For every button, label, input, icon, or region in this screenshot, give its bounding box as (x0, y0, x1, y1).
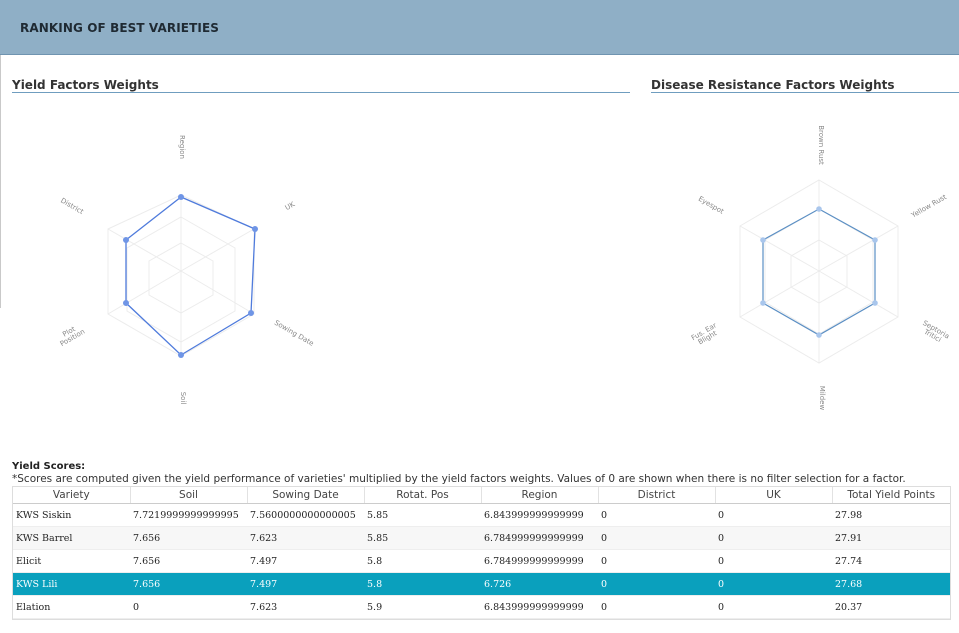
cell-total: 27.74 (832, 549, 950, 573)
table-row-selected[interactable]: KWS Lili 7.656 7.497 5.8 6.726 0 0 27.68 (13, 572, 950, 596)
yield-weights-underline (12, 92, 630, 93)
disease-axis-fus-ear-blight: Fus. EarBlight (690, 321, 722, 348)
table-row[interactable]: KWS Siskin 7.7219999999999995 7.56000000… (13, 503, 950, 527)
cell-rotat-pos: 5.85 (364, 503, 481, 527)
disease-axis-septoria: SeptoriaTritici (918, 319, 951, 347)
cell-total: 27.98 (832, 503, 950, 527)
col-header-total-yield-points[interactable]: Total Yield Points (832, 487, 950, 504)
cell-rotat-pos: 5.8 (364, 572, 481, 596)
col-header-variety[interactable]: Variety (13, 487, 131, 504)
yield-point-soil (178, 352, 184, 358)
yield-axis-soil: Soil (179, 392, 187, 405)
cell-total: 27.91 (832, 526, 950, 550)
disease-weights-title: Disease Resistance Factors Weights (651, 78, 895, 92)
disease-point-eyespot (760, 237, 766, 243)
disease-axis-yellow-rust: Yellow Rust (909, 193, 948, 220)
disease-point-brown-rust (816, 206, 822, 212)
page-header: RANKING OF BEST VARIETIES (0, 0, 959, 55)
cell-uk: 0 (715, 595, 832, 619)
cell-variety: KWS Barrel (13, 526, 130, 550)
cell-uk: 0 (715, 503, 832, 527)
cell-sowing-date: 7.497 (247, 549, 364, 573)
disease-axis-brown-rust: Brown Rust (817, 125, 825, 165)
disease-axis-eyespot: Eyespot (697, 195, 725, 216)
table-header-row: Variety Soil Sowing Date Rotat. Pos Regi… (13, 487, 950, 504)
cell-district: 0 (598, 526, 715, 550)
left-divider (0, 55, 1, 308)
cell-soil: 7.656 (130, 572, 247, 596)
cell-rotat-pos: 5.8 (364, 549, 481, 573)
cell-variety: Elicit (13, 549, 130, 573)
yield-scores-note: *Scores are computed given the yield per… (12, 473, 906, 485)
cell-variety: Elation (13, 595, 130, 619)
cell-rotat-pos: 5.85 (364, 526, 481, 550)
cell-sowing-date: 7.497 (247, 572, 364, 596)
col-header-rotat-pos[interactable]: Rotat. Pos (364, 487, 482, 504)
yield-point-plot-position (123, 300, 129, 306)
yield-scores-table: Variety Soil Sowing Date Rotat. Pos Regi… (12, 486, 951, 620)
page-title: RANKING OF BEST VARIETIES (20, 21, 219, 35)
cell-total: 20.37 (832, 595, 950, 619)
cell-region: 6.726 (481, 572, 598, 596)
cell-soil: 7.656 (130, 526, 247, 550)
cell-soil: 0 (130, 595, 247, 619)
cell-sowing-date: 7.5600000000000005 (247, 503, 364, 527)
disease-point-mildew (816, 332, 822, 338)
cell-region: 6.843999999999999 (481, 503, 598, 527)
cell-region: 6.784999999999999 (481, 549, 598, 573)
col-header-sowing-date[interactable]: Sowing Date (247, 487, 365, 504)
col-header-region[interactable]: Region (481, 487, 599, 504)
cell-rotat-pos: 5.9 (364, 595, 481, 619)
cell-uk: 0 (715, 549, 832, 573)
cell-variety: KWS Lili (13, 572, 130, 596)
yield-axis-uk: UK (284, 200, 297, 212)
yield-point-sowing-date (248, 310, 254, 316)
cell-district: 0 (598, 572, 715, 596)
col-header-district[interactable]: District (598, 487, 716, 504)
cell-region: 6.784999999999999 (481, 526, 598, 550)
cell-district: 0 (598, 595, 715, 619)
cell-soil: 7.7219999999999995 (130, 503, 247, 527)
cell-district: 0 (598, 549, 715, 573)
cell-uk: 0 (715, 572, 832, 596)
disease-point-yellow-rust (872, 237, 878, 243)
table-row[interactable]: KWS Barrel 7.656 7.623 5.85 6.7849999999… (13, 526, 950, 550)
disease-weights-underline (651, 92, 959, 93)
col-header-uk[interactable]: UK (715, 487, 833, 504)
cell-total: 27.68 (832, 572, 950, 596)
table-row[interactable]: Elation 0 7.623 5.9 6.843999999999999 0 … (13, 595, 950, 619)
disease-point-septoria (872, 300, 878, 306)
cell-region: 6.843999999999999 (481, 595, 598, 619)
cell-soil: 7.656 (130, 549, 247, 573)
cell-sowing-date: 7.623 (247, 595, 364, 619)
disease-axis-mildew: Mildew (818, 386, 826, 411)
cell-sowing-date: 7.623 (247, 526, 364, 550)
yield-point-district (123, 237, 129, 243)
table-row[interactable]: Elicit 7.656 7.497 5.8 6.784999999999999… (13, 549, 950, 573)
yield-weights-title: Yield Factors Weights (12, 78, 159, 92)
col-header-soil[interactable]: Soil (130, 487, 248, 504)
yield-axis-region: Region (178, 135, 186, 159)
yield-scores-title: Yield Scores: (12, 461, 86, 472)
disease-point-fus-ear-blight (760, 300, 766, 306)
cell-uk: 0 (715, 526, 832, 550)
yield-point-region (178, 194, 184, 200)
yield-point-uk (252, 226, 258, 232)
cell-district: 0 (598, 503, 715, 527)
cell-variety: KWS Siskin (13, 503, 130, 527)
